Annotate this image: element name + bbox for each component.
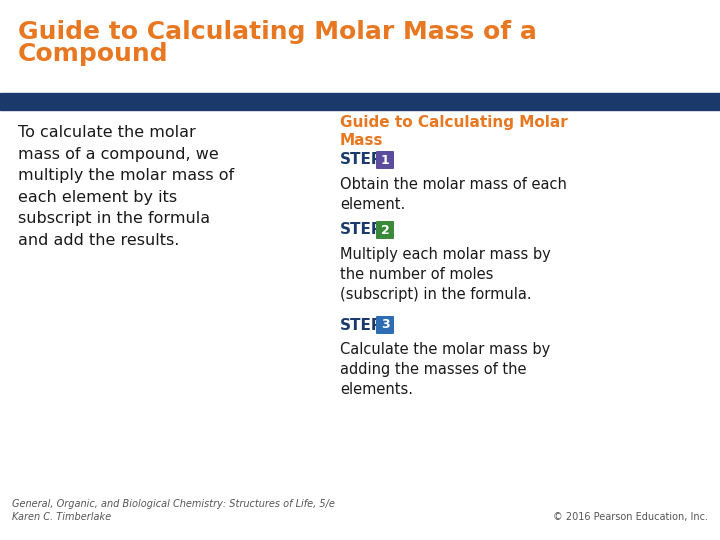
Text: STEP: STEP bbox=[340, 318, 383, 333]
Bar bbox=[0, 110, 720, 540]
Bar bbox=[0, 0, 720, 95]
FancyBboxPatch shape bbox=[376, 316, 394, 334]
Text: © 2016 Pearson Education, Inc.: © 2016 Pearson Education, Inc. bbox=[553, 512, 708, 522]
Text: Guide to Calculating Molar
Mass: Guide to Calculating Molar Mass bbox=[340, 115, 568, 148]
Text: STEP: STEP bbox=[340, 152, 383, 167]
Text: STEP: STEP bbox=[340, 222, 383, 238]
Text: 1: 1 bbox=[381, 153, 390, 166]
Bar bbox=[0, 93, 720, 110]
Text: 2: 2 bbox=[381, 224, 390, 237]
Text: Multiply each molar mass by
the number of moles
(subscript) in the formula.: Multiply each molar mass by the number o… bbox=[340, 247, 551, 302]
Text: To calculate the molar
mass of a compound, we
multiply the molar mass of
each el: To calculate the molar mass of a compoun… bbox=[18, 125, 234, 248]
FancyBboxPatch shape bbox=[376, 221, 394, 239]
Text: General, Organic, and Biological Chemistry: Structures of Life, 5/e
Karen C. Tim: General, Organic, and Biological Chemist… bbox=[12, 499, 335, 522]
FancyBboxPatch shape bbox=[376, 151, 394, 169]
Text: Obtain the molar mass of each
element.: Obtain the molar mass of each element. bbox=[340, 177, 567, 212]
Text: 3: 3 bbox=[381, 319, 390, 332]
Text: Compound: Compound bbox=[18, 42, 168, 66]
Text: Calculate the molar mass by
adding the masses of the
elements.: Calculate the molar mass by adding the m… bbox=[340, 342, 550, 396]
Text: Guide to Calculating Molar Mass of a: Guide to Calculating Molar Mass of a bbox=[18, 20, 537, 44]
